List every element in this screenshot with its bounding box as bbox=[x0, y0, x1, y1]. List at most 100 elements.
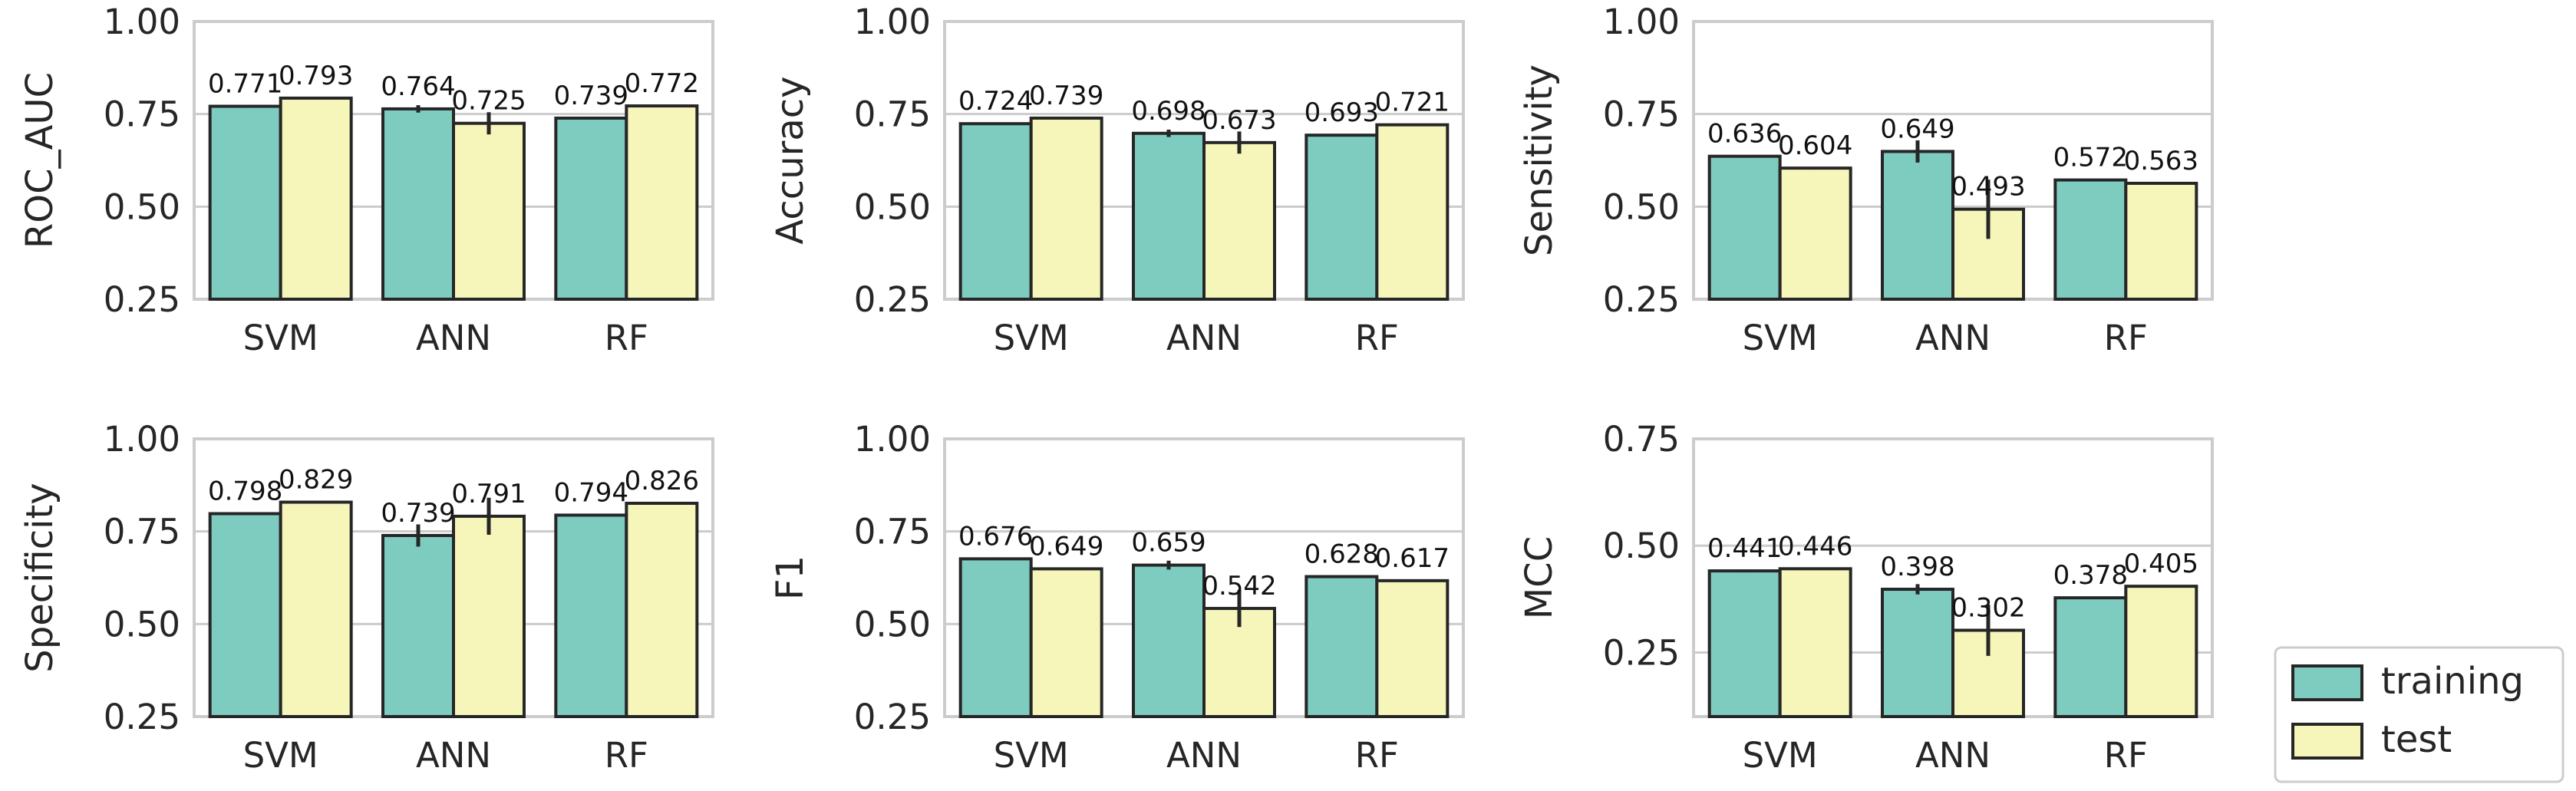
y-tick-label: 0.25 bbox=[1603, 279, 1680, 320]
legend-label-test: test bbox=[2381, 718, 2452, 761]
bar-training-rf bbox=[2053, 596, 2128, 719]
data-label-training-ann: 0.659 bbox=[1131, 528, 1206, 559]
data-label-training-rf: 0.572 bbox=[2053, 143, 2128, 173]
y-axis-label: Accuracy bbox=[769, 76, 812, 244]
bar-training-ann bbox=[381, 533, 455, 719]
data-label-training-svm: 0.636 bbox=[1707, 119, 1782, 150]
bar-training-rf bbox=[2053, 178, 2128, 301]
y-axis-label: ROC_AUC bbox=[18, 72, 61, 249]
data-label-test-rf: 0.772 bbox=[625, 68, 699, 99]
bar-training-ann bbox=[1881, 588, 1954, 718]
legend-swatch-test bbox=[2291, 723, 2363, 760]
bar-training-rf bbox=[554, 116, 628, 301]
y-tick-label: 0.50 bbox=[104, 186, 180, 227]
x-tick-label: RF bbox=[2104, 318, 2148, 358]
y-tick-label: 0.75 bbox=[854, 94, 931, 135]
data-label-training-svm: 0.798 bbox=[208, 476, 282, 506]
bar-test-rf bbox=[2124, 585, 2198, 719]
bar-training-ann bbox=[1132, 131, 1206, 301]
x-tick-label: SVM bbox=[243, 735, 318, 776]
data-label-training-ann: 0.698 bbox=[1131, 96, 1206, 127]
y-tick-label: 1.00 bbox=[854, 419, 931, 460]
bar-test-svm bbox=[1778, 567, 1852, 719]
data-label-test-rf: 0.826 bbox=[625, 466, 699, 496]
bar-test-rf bbox=[1375, 123, 1450, 301]
bar-test-svm bbox=[1029, 116, 1103, 301]
x-tick-label: SVM bbox=[1743, 318, 1818, 358]
x-tick-label: ANN bbox=[416, 735, 491, 776]
y-tick-label: 0.75 bbox=[104, 94, 180, 135]
x-tick-label: RF bbox=[605, 735, 648, 776]
y-tick-label: 1.00 bbox=[104, 419, 180, 460]
y-tick-label: 0.50 bbox=[1603, 186, 1680, 227]
bar-test-rf bbox=[2124, 181, 2198, 301]
bar-test-ann bbox=[452, 514, 526, 718]
legend: training test bbox=[2274, 646, 2564, 783]
y-tick-label: 0.50 bbox=[854, 604, 931, 644]
data-label-test-ann: 0.542 bbox=[1202, 571, 1276, 601]
x-tick-label: ANN bbox=[1915, 318, 1991, 358]
data-label-test-svm: 0.829 bbox=[279, 465, 353, 496]
data-label-training-ann: 0.764 bbox=[381, 71, 455, 102]
data-label-test-svm: 0.649 bbox=[1029, 531, 1103, 562]
data-label-training-ann: 0.739 bbox=[381, 498, 455, 529]
bar-training-svm bbox=[208, 512, 282, 718]
bar-training-svm bbox=[1707, 569, 1782, 718]
x-tick-label: ANN bbox=[1166, 318, 1242, 358]
data-label-training-svm: 0.724 bbox=[958, 86, 1033, 117]
data-label-training-svm: 0.771 bbox=[208, 69, 282, 100]
bar-training-svm bbox=[958, 122, 1033, 301]
bar-test-ann bbox=[452, 121, 526, 301]
x-tick-label: ANN bbox=[1166, 735, 1242, 776]
y-axis-label: F1 bbox=[769, 555, 812, 600]
data-label-training-ann: 0.649 bbox=[1880, 114, 1954, 144]
data-label-test-ann: 0.302 bbox=[1951, 593, 2025, 624]
y-tick-label: 0.50 bbox=[1603, 526, 1680, 566]
bar-test-svm bbox=[279, 500, 353, 718]
y-tick-label: 0.50 bbox=[104, 604, 180, 644]
x-tick-label: ANN bbox=[1915, 735, 1991, 776]
y-tick-label: 0.75 bbox=[1603, 94, 1680, 135]
y-tick-label: 0.75 bbox=[854, 512, 931, 552]
x-tick-label: RF bbox=[605, 318, 648, 358]
x-tick-label: SVM bbox=[994, 735, 1069, 776]
data-label-test-ann: 0.791 bbox=[451, 479, 526, 509]
data-label-training-rf: 0.794 bbox=[554, 477, 628, 508]
data-label-test-ann: 0.725 bbox=[451, 86, 526, 117]
legend-label-training: training bbox=[2381, 660, 2524, 703]
y-axis-label: MCC bbox=[1518, 536, 1561, 619]
data-label-test-rf: 0.563 bbox=[2124, 146, 2198, 176]
bar-training-rf bbox=[1304, 133, 1379, 301]
data-label-training-rf: 0.693 bbox=[1304, 97, 1379, 128]
x-tick-label: SVM bbox=[243, 318, 318, 358]
data-label-test-svm: 0.739 bbox=[1029, 81, 1103, 111]
bar-training-rf bbox=[554, 513, 628, 718]
y-tick-label: 0.25 bbox=[104, 279, 180, 320]
y-tick-label: 0.25 bbox=[854, 279, 931, 320]
y-tick-label: 0.50 bbox=[854, 186, 931, 227]
x-tick-label: SVM bbox=[1743, 735, 1818, 776]
data-label-test-svm: 0.604 bbox=[1778, 130, 1852, 161]
y-tick-label: 1.00 bbox=[854, 2, 931, 42]
bar-training-rf bbox=[1304, 575, 1379, 718]
bar-test-svm bbox=[1778, 166, 1852, 301]
bar-training-svm bbox=[1707, 154, 1782, 301]
bar-test-rf bbox=[625, 501, 699, 718]
bar-training-svm bbox=[958, 557, 1033, 718]
data-label-test-svm: 0.793 bbox=[279, 61, 353, 91]
bar-training-svm bbox=[208, 104, 282, 301]
y-tick-label: 0.75 bbox=[104, 512, 180, 552]
y-tick-label: 0.75 bbox=[1603, 419, 1680, 460]
bar-test-rf bbox=[625, 104, 699, 301]
y-tick-label: 0.25 bbox=[1603, 632, 1680, 673]
data-label-test-svm: 0.446 bbox=[1778, 531, 1852, 562]
bar-test-rf bbox=[1375, 578, 1450, 718]
bar-test-svm bbox=[1029, 567, 1103, 719]
y-tick-label: 1.00 bbox=[104, 2, 180, 42]
data-label-test-rf: 0.721 bbox=[1375, 87, 1450, 118]
